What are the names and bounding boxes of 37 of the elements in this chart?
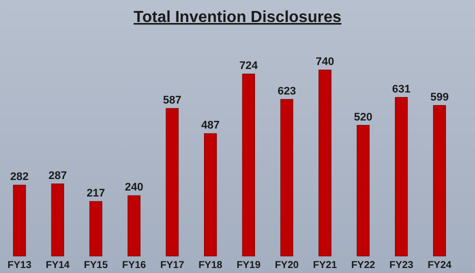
data-label: 740 [316, 56, 334, 68]
data-label: 599 [430, 91, 449, 104]
x-tick-label: FY14 [46, 260, 70, 272]
x-tick-label: FY23 [389, 260, 414, 272]
bar [318, 70, 332, 256]
x-tick-label: FY13 [8, 260, 32, 272]
data-label: 623 [278, 85, 296, 98]
bar [51, 184, 64, 256]
data-label: 724 [239, 60, 259, 72]
data-label: 287 [48, 170, 67, 182]
x-tick-label: FY20 [274, 260, 300, 272]
chart-title: Total Invention Disclosures [134, 9, 342, 26]
bar [204, 133, 217, 256]
data-label: 520 [354, 111, 372, 124]
bar [128, 195, 140, 256]
x-tick-label: FY21 [313, 260, 338, 272]
data-label: 217 [86, 187, 106, 200]
data-label: 240 [124, 182, 144, 194]
x-tick-label: FY22 [351, 260, 376, 272]
x-tick-label: FY18 [198, 260, 223, 272]
bar [166, 108, 179, 256]
data-label: 282 [10, 171, 29, 184]
bar [394, 97, 408, 256]
bar [242, 74, 256, 256]
bar [13, 184, 26, 256]
data-label: 631 [392, 83, 411, 96]
bar [280, 99, 294, 256]
x-tick-label: FY17 [160, 260, 185, 272]
data-label: 487 [201, 120, 220, 132]
data-label: 587 [163, 94, 182, 106]
bar [433, 105, 446, 256]
bar [89, 201, 102, 256]
x-tick-label: FY24 [428, 260, 452, 272]
x-tick-label: FY15 [84, 260, 108, 272]
x-tick-label: FY16 [122, 260, 146, 272]
x-tick-label: FY19 [236, 260, 261, 272]
bar [356, 124, 370, 256]
